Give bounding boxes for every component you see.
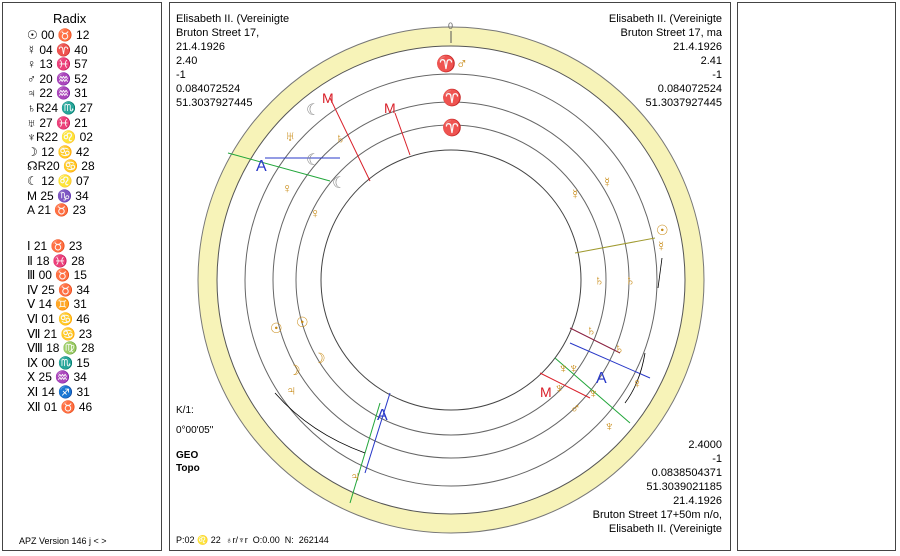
sun-glyph-left-1: ☉ <box>270 320 283 336</box>
jupiter-glyph-left: ♃ <box>286 382 297 398</box>
venus-glyph-left: ♀ <box>282 180 293 196</box>
moon-glyph-left-2: ☽ <box>288 362 301 378</box>
neptune-glyph-4: ♆ <box>604 418 615 434</box>
circle-1 <box>295 124 607 436</box>
saturn-glyph-1: ♄ <box>335 130 346 146</box>
arc-arrow-left <box>274 392 366 454</box>
circle-3 <box>244 73 658 487</box>
house-cusp-row: Ⅰ 21 ♉ 23 <box>27 239 83 253</box>
inner-circle <box>320 149 582 411</box>
saturn-glyph-right-2: ♄ <box>625 272 636 288</box>
house-cusp-row: Ⅵ 01 ♋ 46 <box>27 311 90 326</box>
moon-icon-1: ☾ <box>306 102 320 119</box>
info-top-left: Elisabeth II. (Vereinigte Bruton Street … <box>176 13 290 109</box>
moon-glyph-left-1: ☽ <box>313 350 326 366</box>
mercury-glyph-right-2: ☿ <box>602 174 613 190</box>
planet-position-row: ♄R24 ♏ 27 <box>27 100 93 115</box>
mercury-glyph-right-3: ☿ <box>656 238 667 254</box>
moon-icon-3: ☾ <box>332 175 346 192</box>
m-inner-label: M <box>384 100 396 116</box>
blue-line-bottom <box>364 392 391 474</box>
house-cusp-row: Ⅹ 25 ♒ 34 <box>27 370 87 385</box>
planet-position-row: ♆R22 ♌ 02 <box>27 130 93 145</box>
chart-wheel[interactable]: 0 M M A A A M ♈♂ ♈ ♈ ☾ ♅ ♄ ☾ ♀ ☾ ♀ ☿ ☿ ☉… <box>170 3 732 552</box>
planet-position-row: ♂ 20 ♒ 52 <box>27 71 88 86</box>
house-cusp-row: Ⅸ 00 ♏ 15 <box>27 355 90 370</box>
k-label: K/1: <box>176 405 194 416</box>
planet-position-row: ☾ 12 ♌ 07 <box>27 173 90 188</box>
m-outer-label: M <box>322 90 334 106</box>
house-cusp-row: Ⅲ 00 ♉ 15 <box>27 268 87 283</box>
a-bottom-label: A <box>377 407 388 424</box>
planet-position-row: ♅ 27 ♓ 21 <box>27 115 88 130</box>
maroon-line-right <box>569 327 621 354</box>
topo-label: Topo <box>176 463 200 474</box>
jupiter-glyph-bottom: ♃ <box>350 468 361 484</box>
zero-label: 0 <box>448 21 453 31</box>
aries-glyph-middle: ♈ <box>442 88 462 107</box>
red-line-m2 <box>394 112 411 156</box>
venus-glyph-left-2: ♀ <box>310 205 321 221</box>
moon-icon-2: ☾ <box>306 152 320 169</box>
aries-glyph-inner: ♈ <box>442 118 462 137</box>
house-cusp-row: Ⅻ 01 ♉ 46 <box>27 399 93 414</box>
info-top-right: Elisabeth II. (Vereinigte Bruton Street … <box>608 13 722 109</box>
mercury-glyph-right-1: ☿ <box>570 186 581 202</box>
planet-position-row: ♀ 13 ♓ 57 <box>27 57 88 72</box>
status-line: P:02 ♌ 22 ♁r/♆r O:0.00 N: 262144 <box>176 535 329 545</box>
aries-mars-glyph-outer: ♈♂ <box>436 54 468 73</box>
info-bottom-right: 2.4000 -1 0.0838504371 51.3039021185 21.… <box>592 439 722 535</box>
asc-line-left <box>227 152 331 182</box>
planet-positions-list: ☉ 00 ♉ 12 ☿ 04 ♈ 40 ♀ 13 ♓ 57 ♂ 20 ♒ 52 ♃ 22… <box>27 28 95 218</box>
planet-position-row: M 25 ♑ 34 <box>27 188 89 203</box>
radix-title: Radix <box>53 11 87 26</box>
green-line-right <box>554 357 631 424</box>
house-cusp-row: Ⅳ 25 ♉ 34 <box>27 282 90 297</box>
neptune-glyph-3: ♆ <box>588 385 599 401</box>
a-right-label: A <box>596 370 607 387</box>
k-info: K/1: 0°00'05" <box>176 401 213 441</box>
mars-glyph-right: ♂ <box>570 400 581 416</box>
uranus-glyph-1: ♅ <box>285 128 296 144</box>
sun-glyph-right: ☉ <box>656 222 669 238</box>
arc-arrow-right <box>624 352 646 404</box>
right-panel <box>737 2 896 551</box>
planet-position-row: ☿ 04 ♈ 40 <box>27 42 88 57</box>
a-left-label: A <box>256 158 267 175</box>
planet-position-row: ☽ 12 ♋ 42 <box>27 144 90 159</box>
red-line-m1 <box>329 97 371 182</box>
version-label[interactable]: APZ Version 146 j < > <box>19 536 107 546</box>
neptune-glyph-1: ♆♆ <box>558 360 579 376</box>
planet-position-row: ☉ 00 ♉ 12 <box>27 28 90 42</box>
planet-position-row: ☊R20 ♋ 28 <box>27 159 95 174</box>
neptune-glyph-2: ♆ <box>554 380 565 396</box>
venus-glyph-right: ♀ <box>632 375 643 391</box>
geo-topo-info: GEO Topo <box>176 449 200 475</box>
saturn-glyph-right-4: ♄ <box>614 340 625 356</box>
planet-position-row: ♃ 22 ♒ 31 <box>27 86 88 101</box>
sun-glyph-left-2: ☉ <box>296 314 309 330</box>
saturn-glyph-right-3: ♄ <box>586 322 597 338</box>
red-line-right <box>539 372 591 399</box>
radix-panel: Radix ☉ 00 ♉ 12 ☿ 04 ♈ 40 ♀ 13 ♓ 57 ♂ 20 ♒ … <box>2 2 162 551</box>
circle-2 <box>272 101 630 459</box>
geo-label: GEO <box>176 450 199 461</box>
house-cusp-row: Ⅴ 14 ♊ 31 <box>27 297 87 312</box>
house-cusp-row: Ⅺ 14 ♐ 31 <box>27 384 90 399</box>
k-value: 0°00'05" <box>176 425 214 436</box>
m-right-label: M <box>540 384 552 400</box>
house-cusps-list: Ⅰ 21 ♉ 23 Ⅱ 18 ♓ 28 Ⅲ 00 ♉ 15 Ⅳ 25 ♉ 34 Ⅴ 14… <box>27 239 94 414</box>
olive-line-right <box>574 237 656 254</box>
house-cusp-row: Ⅱ 18 ♓ 28 <box>27 253 85 268</box>
saturn-glyph-right-1: ♄ <box>594 272 605 288</box>
house-cusp-row: Ⅷ 18 ♍ 28 <box>27 341 95 356</box>
arrow-right-vertical <box>657 257 663 289</box>
blue-line-right <box>569 342 651 379</box>
house-cusp-row: Ⅶ 21 ♋ 23 <box>27 326 93 341</box>
planet-position-row: A 21 ♉ 23 <box>27 203 86 218</box>
chart-panel: 0 M M A A A M ♈♂ ♈ ♈ ☾ ♅ ♄ ☾ ♀ ☾ ♀ ☿ ☿ ☉… <box>169 2 731 551</box>
